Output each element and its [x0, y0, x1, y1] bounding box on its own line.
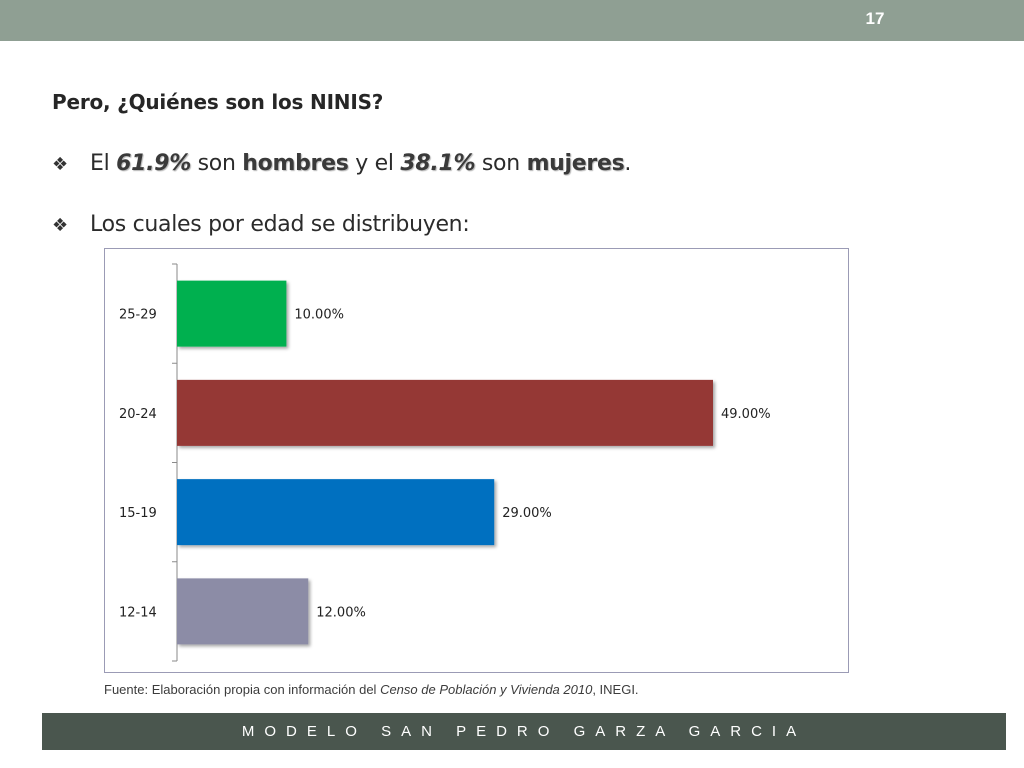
value-label: 49.00%	[721, 407, 771, 422]
footer-text: MODELO SAN PEDRO GARZA GARCIA	[241, 723, 807, 740]
category-label: 15-19	[119, 506, 157, 521]
bullet-text-part: son	[190, 151, 243, 176]
diamond-bullet-icon: ❖	[52, 154, 68, 175]
footer-bar: MODELO SAN PEDRO GARZA GARCIA	[42, 713, 1006, 750]
value-label: 10.00%	[294, 308, 344, 323]
source-suffix: , INEGI.	[592, 682, 639, 697]
bullet-text-part: El	[90, 151, 117, 176]
top-bar: 17	[0, 0, 1024, 41]
female-percent: 38.1%	[400, 151, 476, 176]
age-distribution-chart: 25-29 10.00% 20-24 49.00% 15-19 29.00% 12-14 12…	[104, 248, 849, 673]
bullet-text: Los cuales por edad se distribuyen:	[90, 212, 470, 237]
source-note: Fuente: Elaboración propia con informaci…	[104, 682, 639, 697]
bullet-gender: ❖ El 61.9% son hombres y el 38.1% son muj…	[52, 151, 952, 176]
chart-svg: 25-29 10.00% 20-24 49.00% 15-19 29.00% 12-14 12…	[119, 263, 771, 662]
bar-15-19	[177, 479, 495, 546]
bullet-text-part: y el	[348, 151, 401, 176]
female-label: mujeres	[526, 151, 625, 176]
male-percent: 61.9%	[116, 151, 191, 176]
category-label: 25-29	[119, 308, 157, 323]
source-title: Censo de Población y Vivienda 2010	[380, 682, 593, 697]
slide-title: Pero, ¿Quiénes son los NINIS?	[52, 90, 384, 114]
bar-12-14	[177, 578, 309, 645]
value-label: 29.00%	[502, 506, 552, 521]
diamond-bullet-icon: ❖	[52, 215, 68, 236]
bullet-text-part: .	[624, 151, 632, 176]
bar-20-24	[177, 379, 713, 446]
category-label: 20-24	[119, 407, 157, 422]
bar-25-29	[177, 280, 287, 347]
slide-number: 17	[865, 9, 885, 28]
category-label: 12-14	[119, 605, 157, 620]
male-label: hombres	[242, 151, 349, 176]
bullet-age-distribution: ❖ Los cuales por edad se distribuyen:	[52, 212, 952, 237]
bullet-text-part: son	[475, 151, 527, 176]
source-prefix: Fuente: Elaboración propia con informaci…	[104, 682, 381, 697]
value-label: 12.00%	[316, 605, 366, 620]
